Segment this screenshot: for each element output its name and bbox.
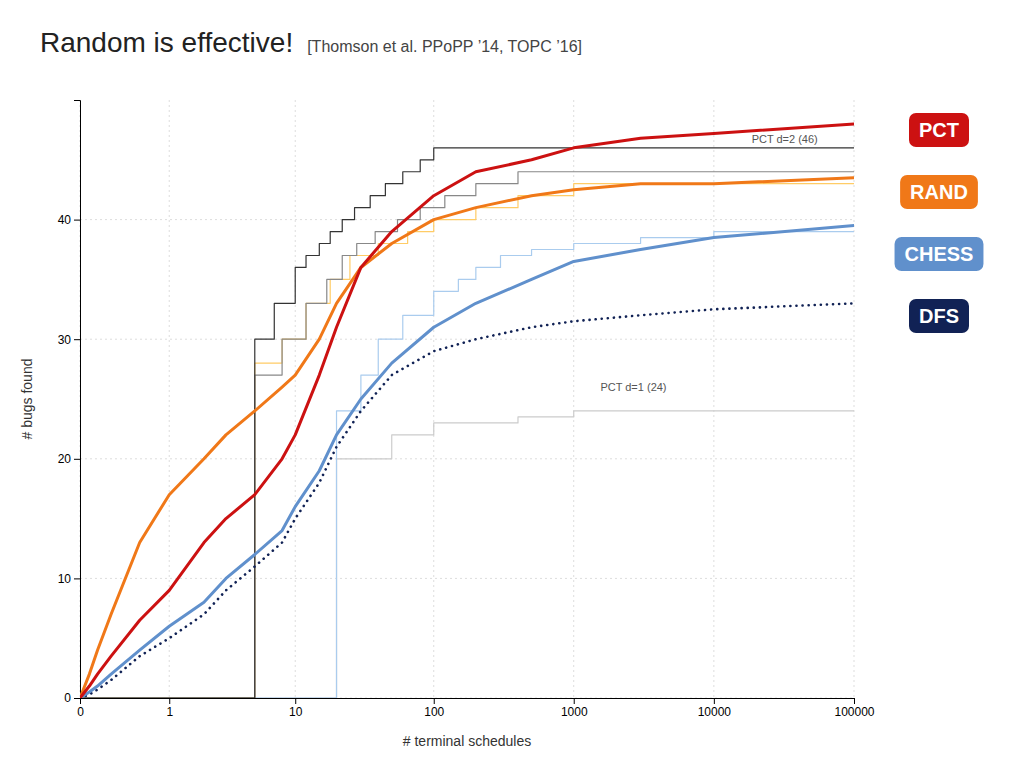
x-axis-tick-label: 0 [77,705,84,719]
y-axis-tick-label: 0 [64,691,71,705]
legend-item: PCT [909,113,969,147]
step-line [82,172,854,698]
y-grid-line [80,578,854,579]
y-axis-tick: 40 [58,213,80,227]
x-axis-tick-label: 1 [166,705,173,719]
y-axis: 0 10 20 30 40 [58,101,81,706]
x-grid-line [295,100,296,698]
grid [80,100,854,698]
y-axis-tick-mark [74,339,80,340]
y-axis-tick: 20 [58,452,80,466]
legend-swatch [900,175,978,209]
annotations: PCT d=2 (46) PCT d=1 (24) [600,133,817,393]
annotation: PCT d=2 (46) [752,133,818,145]
series-line [80,178,854,698]
step-line [82,148,854,698]
y-grid-line [80,458,854,459]
x-grid-line [433,100,434,698]
x-axis-tick-label: 10000 [698,705,732,719]
step-line [82,411,854,698]
subtitle: [Thomson et al. PPoPP ’14, TOPC ’16] [307,38,582,55]
title: Random is effective! [40,27,293,58]
plot: 0 1 10 100 1000 10000 100000 0 10 20 30 40 PCT d=2 (… [58,100,875,719]
y-axis-tick-mark [74,698,80,699]
legend-item: CHESS [895,237,984,271]
x-axis-tick-mark [854,698,855,704]
legend-label: CHESS [905,243,974,265]
step-line [82,184,854,698]
y-axis-tick: 0 [64,691,80,705]
x-axis-tick: 0 [77,698,84,719]
x-axis-title: # terminal schedules [403,733,531,749]
y-axis-tick: 10 [58,572,80,586]
x-axis-tick-mark [434,698,435,704]
x-axis-tick-label: 1000 [561,705,588,719]
y-axis-tick: 30 [58,333,80,347]
x-axis-tick: 10 [289,698,303,719]
x-axis-tick-mark [574,698,575,704]
series-line [80,303,854,698]
legend-swatch [909,113,969,147]
x-axis: 0 1 10 100 1000 10000 100000 [77,698,875,719]
legend-label: RAND [910,181,968,203]
y-axis-tick-mark [74,220,80,221]
x-grid-line [169,100,170,698]
y-axis-title: # bugs found [19,359,35,440]
x-axis-tick-mark [169,698,170,704]
x-axis-tick-mark [714,698,715,704]
x-axis-tick: 100000 [834,698,874,719]
y-axis-tick-label: 30 [58,333,72,347]
y-axis-tick-mark [74,578,80,579]
y-axis-tick-label: 20 [58,452,72,466]
annotation: PCT d=1 (24) [600,381,666,393]
chart: 0 1 10 100 1000 10000 100000 0 10 20 30 40 PCT d=2 (… [0,0,1024,768]
legend-label: DFS [919,305,959,327]
series-lines [80,124,854,698]
legend-item: RAND [900,175,978,209]
x-grid-line [713,100,714,698]
legend-label: PCT [919,119,959,141]
y-axis-line [74,101,81,699]
x-axis-tick-label: 100 [424,705,444,719]
legend-item: DFS [909,299,969,333]
legend-swatch [895,237,984,271]
y-axis-tick-label: 10 [58,572,72,586]
y-grid-line [80,339,854,340]
x-axis-tick: 10000 [698,698,732,719]
y-axis-tick-label: 40 [58,213,72,227]
x-axis-tick: 1000 [561,698,588,719]
legend-swatch [909,299,969,333]
x-axis-line [81,699,855,705]
series-line [80,124,854,698]
legend: PCT RAND CHESS DFS [895,113,984,333]
x-axis-tick-label: 10 [289,705,303,719]
x-axis-tick-mark [295,698,296,704]
x-grid-line [854,100,855,698]
x-axis-tick-label: 100000 [834,705,874,719]
series-line [80,226,854,698]
x-axis-tick: 1 [166,698,173,719]
x-axis-tick: 100 [424,698,444,719]
y-axis-tick-mark [74,459,80,460]
